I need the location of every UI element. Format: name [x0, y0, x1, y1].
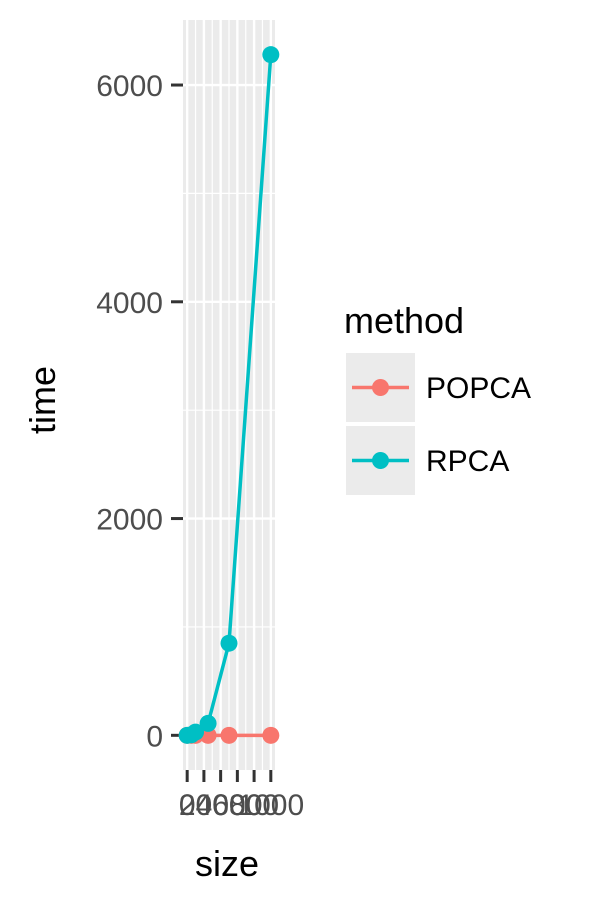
legend-title: method [344, 300, 464, 341]
legend: method POPCA RPCA [344, 300, 531, 495]
y-axis-ticks: 0 2000 4000 6000 [96, 70, 183, 753]
x-axis-title: size [195, 843, 259, 884]
data-point-rpca [262, 46, 280, 64]
series-layer [178, 46, 280, 744]
y-tick-label: 4000 [96, 287, 163, 320]
legend-marker-popca [372, 379, 389, 396]
legend-label-popca: POPCA [426, 372, 531, 405]
x-tick-label: 800 [229, 789, 279, 822]
y-tick-label: 2000 [96, 504, 163, 537]
data-point-popca [220, 726, 238, 744]
y-tick-label: 0 [146, 720, 163, 753]
legend-items: POPCA RPCA [346, 353, 531, 495]
y-axis-title: time [22, 366, 63, 434]
data-point-popca [262, 726, 280, 744]
data-point-rpca [187, 723, 205, 741]
legend-label-rpca: RPCA [426, 445, 509, 478]
x-tick-label: 1000 [237, 789, 304, 822]
data-point-rpca [199, 714, 217, 732]
x-tick-label: 200 [179, 789, 229, 822]
x-tick-label: 600 [212, 789, 262, 822]
x-tick-label: 0 [179, 789, 196, 822]
legend-marker-rpca [372, 452, 389, 469]
x-tick-label: 400 [196, 789, 246, 822]
y-tick-label: 6000 [96, 70, 163, 103]
data-point-rpca [220, 634, 238, 652]
